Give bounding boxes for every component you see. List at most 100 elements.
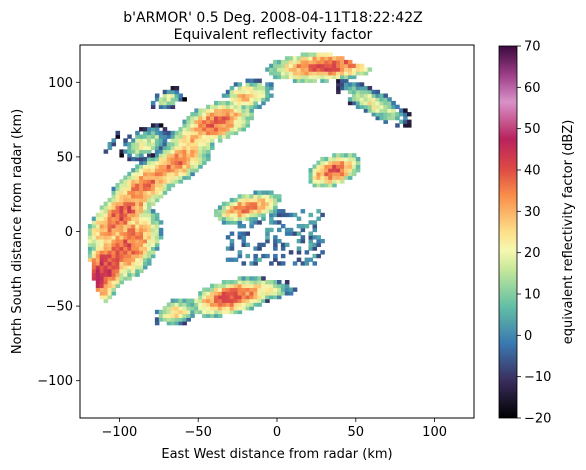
x-tick-label: −100 — [102, 425, 138, 440]
echo-cell — [170, 134, 176, 139]
echo-cell — [150, 209, 156, 214]
echo-cell — [320, 71, 325, 76]
echo-cell — [217, 119, 223, 124]
echo-cell — [194, 164, 199, 169]
echo-cell — [178, 160, 184, 165]
echo-cell — [103, 257, 109, 262]
echo-cell — [154, 194, 160, 199]
echo-cell — [403, 123, 408, 128]
echo-cell — [261, 212, 266, 218]
echo-cell — [143, 209, 148, 214]
echo-cell — [127, 179, 132, 184]
echo-cell — [103, 227, 109, 233]
echo-cell — [245, 82, 251, 87]
echo-cell — [150, 239, 156, 244]
echo-cell — [237, 235, 243, 240]
echo-cell — [253, 220, 258, 225]
echo-cell — [210, 112, 215, 117]
echo-cell — [245, 302, 251, 307]
echo-cell — [347, 67, 353, 72]
echo-cell — [241, 280, 247, 285]
echo-cell — [103, 280, 109, 285]
echo-cell — [182, 145, 187, 151]
echo-cell — [288, 250, 294, 255]
echo-cell — [261, 86, 266, 91]
echo-cell — [111, 194, 117, 199]
echo-cell — [241, 231, 247, 236]
echo-cell — [336, 74, 341, 80]
echo-cell — [225, 212, 231, 218]
echo-cell — [162, 142, 168, 147]
echo-cell — [265, 227, 270, 233]
echo-cell — [340, 67, 345, 72]
echo-cell — [91, 246, 97, 251]
echo-cell — [316, 74, 321, 80]
echo-cell — [166, 168, 172, 173]
echo-cell — [237, 123, 243, 128]
echo-cell — [383, 104, 388, 110]
echo-cell — [162, 309, 168, 315]
echo-cell — [127, 212, 132, 218]
echo-cell — [202, 108, 207, 113]
echo-cell — [332, 153, 337, 158]
echo-cell — [115, 224, 121, 229]
echo-cell — [221, 134, 227, 139]
echo-cell — [182, 309, 187, 315]
echo-cell — [107, 197, 113, 203]
echo-cell — [135, 227, 140, 233]
echo-cell — [147, 149, 152, 154]
echo-cell — [284, 74, 290, 80]
echo-cell — [182, 302, 187, 307]
echo-cell — [296, 63, 302, 69]
echo-cell — [115, 272, 121, 277]
echo-cell — [206, 142, 211, 147]
echo-cell — [150, 190, 156, 195]
echo-cell — [217, 112, 223, 117]
echo-cell — [280, 283, 286, 289]
echo-cell — [174, 317, 180, 322]
echo-cell — [347, 100, 353, 106]
echo-cell — [206, 309, 211, 315]
echo-cell — [359, 93, 365, 98]
echo-cell — [162, 306, 168, 311]
echo-cell — [253, 216, 258, 221]
echo-cell — [328, 67, 333, 72]
echo-cell — [379, 115, 384, 121]
echo-cell — [162, 317, 168, 322]
echo-cell — [123, 257, 128, 262]
echo-cell — [261, 280, 266, 285]
echo-cell — [174, 93, 180, 98]
echo-cell — [245, 205, 251, 210]
echo-cell — [300, 209, 306, 214]
echo-cell — [115, 190, 121, 195]
echo-cell — [359, 100, 365, 106]
echo-cell — [150, 231, 156, 236]
echo-cell — [280, 242, 286, 248]
echo-cell — [217, 205, 223, 210]
echo-cell — [139, 190, 144, 195]
echo-cell — [127, 197, 132, 203]
echo-cell — [95, 239, 101, 244]
echo-cell — [391, 104, 396, 110]
echo-cell — [154, 93, 160, 98]
echo-cell — [332, 56, 337, 61]
echo-cell — [190, 123, 195, 128]
echo-cell — [115, 250, 121, 255]
echo-cell — [107, 283, 113, 289]
echo-cell — [103, 283, 109, 289]
echo-cell — [371, 112, 377, 117]
echo-cell — [154, 164, 160, 169]
echo-cell — [241, 242, 247, 248]
echo-cell — [253, 212, 258, 218]
echo-cell — [225, 302, 231, 307]
echo-cell — [170, 93, 176, 98]
echo-cell — [99, 265, 105, 270]
echo-cell — [229, 246, 235, 251]
echo-cell — [355, 164, 361, 169]
echo-cell — [233, 82, 239, 87]
echo-cell — [123, 138, 128, 143]
echo-cell — [225, 112, 231, 117]
echo-cell — [166, 89, 172, 95]
echo-cell — [206, 298, 211, 303]
echo-cell — [190, 156, 195, 162]
